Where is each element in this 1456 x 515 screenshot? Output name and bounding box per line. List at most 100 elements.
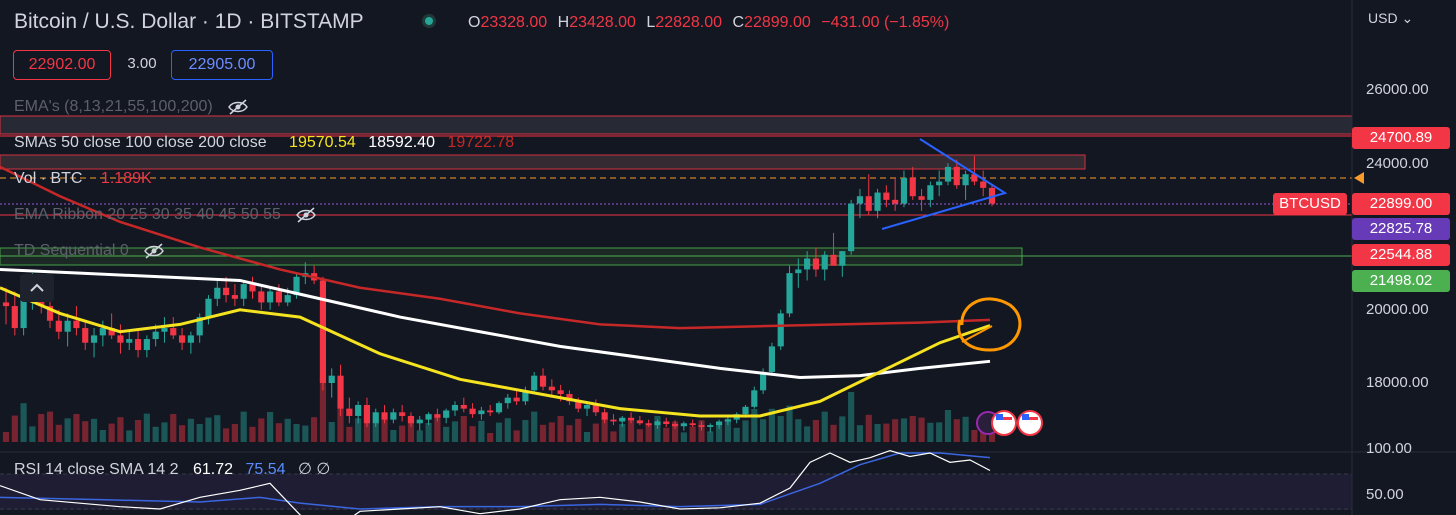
price-label-purple: 22825.78 [1352,218,1450,240]
candle-body [839,251,846,266]
volume-bar [971,430,978,442]
ohlc-c-label: C [732,14,745,31]
candle-body [583,404,591,409]
ohlc-values: O23328.00 H23428.00 L22828.00 C22899.00 … [468,14,949,32]
volume-bar [46,411,54,442]
candle-body [680,423,687,427]
candle-body [82,328,89,343]
volume-bar [865,414,872,442]
volume-bar [707,431,714,442]
volume-bar [355,418,362,442]
hidden-eye-icon[interactable] [227,99,249,115]
candle-body [627,417,635,421]
sma-legend[interactable]: SMAs 50 close 100 close 200 close 19570.… [14,134,514,152]
ohlc-o-label: O [468,14,481,31]
mid-zone [0,154,1086,170]
candle-body [460,404,467,409]
candle-body [812,258,820,270]
hidden-eye-icon[interactable] [143,243,165,259]
sell-price-button[interactable]: 22902.00 [13,50,111,80]
buy-price-button[interactable]: 22905.00 [171,50,273,80]
currency-label: USD [1368,10,1398,26]
candle-body [487,410,494,413]
candle-body [425,414,432,420]
volume-bar [434,417,441,442]
volume-bar [513,430,520,442]
td-legend[interactable]: TD Sequential 0 [14,242,165,260]
volume-bar [451,421,459,442]
volume-value: 1.189K [100,170,152,187]
candle-body [944,166,952,182]
candle-body [275,291,282,303]
candle-body [152,331,159,340]
candles [2,155,996,433]
candle-body [55,320,62,332]
volume-bar [20,403,27,442]
volume-bar [425,423,432,442]
volume-legend[interactable]: Vol · BTC 1.189K [14,170,152,188]
ohlc-open: 23328.00 [480,14,548,31]
volume-bar [610,431,617,442]
volume-bar [196,424,203,442]
annotation-circle [957,297,1022,352]
symbol-title[interactable]: Bitcoin / U.S. Dollar · 1D · BITSTAMP [14,10,364,33]
candle-body [962,174,969,186]
candle-body [2,302,10,307]
volume-bar [918,417,925,442]
rsi-legend[interactable]: RSI 14 close SMA 14 2 61.72 75.54 ∅ ∅ [14,459,330,479]
volume-bar [892,419,899,442]
ema-legend[interactable]: EMA's (8,13,21,55,100,200) [14,98,249,116]
candle-body [187,335,194,343]
volume-bar [848,392,855,442]
candle-body [539,375,547,387]
candle-body [557,390,564,394]
volume-bar [619,424,626,442]
volume-bar [724,418,731,442]
triangle-pattern [881,138,1008,230]
ribbon-legend[interactable]: EMA Ribbon 20 25 30 35 40 45 50 55 [14,206,317,224]
volume-bar [73,414,80,442]
volume-bar [962,416,969,442]
candle-body [495,403,503,413]
volume-bar [187,418,194,442]
volume-bar [566,425,573,442]
currency-selector[interactable]: USD ⌄ [1368,10,1413,27]
ohlc-high: 23428.00 [569,14,636,31]
candle-body [971,174,978,182]
rsi-lines [0,450,991,515]
collapse-legend-button[interactable] [20,274,54,302]
candle-body [372,412,379,424]
candle-body [689,423,696,426]
volume-bar [170,414,177,442]
volume-bar [469,426,476,442]
candle-body [11,306,18,329]
volume-bar [99,430,106,442]
candle-body [390,412,397,420]
volume-bar [760,419,767,442]
volume-bar [275,423,282,442]
candle-body [909,177,916,197]
candle-body [284,295,291,303]
volume-bar [645,423,652,442]
moving-averages [0,165,993,418]
volume-bar [284,418,291,442]
volume-bar [223,428,230,442]
volume-bar [302,425,309,442]
volume-bar [689,426,696,442]
volume-bar [777,416,784,442]
y-tick-18000: 18000.00 [1366,374,1429,391]
volume-bar [680,432,687,442]
candle-body [760,372,767,391]
volume-bar [786,405,793,442]
volume-bar [716,424,723,442]
candle-body [399,412,406,416]
volume-bar [346,426,353,442]
hidden-eye-icon[interactable] [295,207,317,223]
candle-body [698,425,705,427]
candle-body [848,203,855,252]
candle-body [478,410,485,415]
candle-body [267,291,274,303]
volume-bar [883,423,890,442]
candle-body [434,414,441,418]
